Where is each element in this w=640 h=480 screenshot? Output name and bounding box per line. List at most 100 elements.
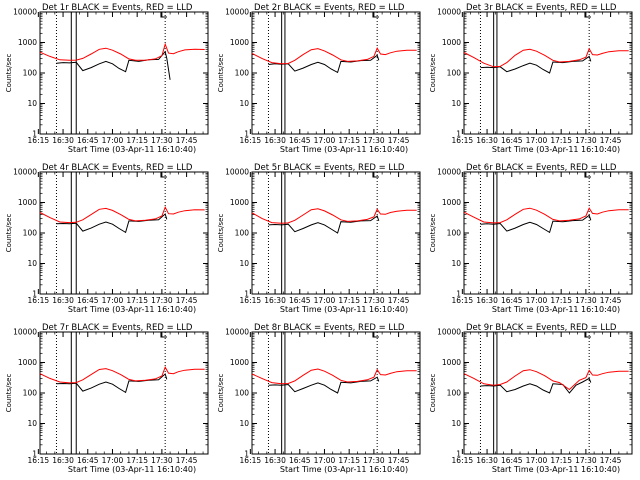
x-tick-label: 17:00	[526, 296, 548, 305]
corner-marker	[584, 12, 591, 18]
x-tick-label: 17:45	[176, 456, 198, 465]
y-tick-label: 1000	[442, 358, 461, 367]
y-axis-label: Counts/sec	[217, 374, 225, 413]
y-tick-label: 1	[32, 130, 37, 139]
y-axis-label: Counts/sec	[217, 214, 225, 253]
x-tick-label: 16:15	[28, 456, 50, 465]
panel-title: Det 2r BLACK = Events, RED = LLD	[254, 3, 405, 13]
panel-6: Det 6r BLACK = Events, RED = LLD 1 10 100 10…	[429, 163, 633, 314]
y-axis-label: Counts/sec	[5, 374, 13, 413]
x-tick-label: 16:45	[501, 456, 523, 465]
corner-marker	[584, 172, 591, 178]
x-tick-label: 17:30	[151, 136, 173, 145]
panel-title: Det 9r BLACK = Events, RED = LLD	[466, 323, 617, 333]
y-tick-label: 10	[27, 99, 37, 108]
y-tick-label: 10000	[437, 8, 461, 17]
y-axis-label: Counts/sec	[5, 54, 13, 93]
x-tick-label: 17:00	[314, 456, 336, 465]
corner-marker	[372, 12, 379, 18]
x-tick-label: 17:30	[363, 456, 385, 465]
x-tick-label: 17:15	[338, 136, 360, 145]
x-tick-label: 17:00	[102, 136, 124, 145]
x-tick-label: 16:30	[264, 136, 286, 145]
y-tick-label: 100	[447, 389, 462, 398]
x-tick-label: 16:15	[452, 296, 474, 305]
y-tick-label: 1000	[230, 198, 249, 207]
x-tick-label: 16:15	[240, 456, 262, 465]
events-series-line	[56, 373, 168, 394]
lld-series-line	[463, 369, 629, 391]
x-tick-label: 17:15	[126, 296, 148, 305]
panel-title: Det 3r BLACK = Events, RED = LLD	[466, 3, 617, 13]
y-axis-label: Counts/sec	[429, 374, 437, 413]
panel-2: Det 2r BLACK = Events, RED = LLD 1 10 100 10…	[217, 3, 421, 154]
lld-series-line	[251, 47, 417, 65]
x-tick-label: 16:15	[452, 136, 474, 145]
panel-5: Det 5r BLACK = Events, RED = LLD 1 10 100 10…	[217, 163, 421, 314]
y-tick-label: 10000	[13, 168, 37, 177]
x-tick-label: 17:45	[388, 456, 410, 465]
panel-4: Det 4r BLACK = Events, RED = LLD 1 10 100 10…	[5, 163, 209, 314]
y-tick-label: 100	[23, 389, 38, 398]
events-series-line	[268, 215, 380, 234]
x-tick-label: 16:15	[240, 296, 262, 305]
x-tick-label: 16:30	[476, 136, 498, 145]
y-tick-label: 1	[244, 290, 249, 299]
y-tick-label: 10	[451, 99, 461, 108]
y-tick-label: 10000	[13, 328, 37, 337]
y-tick-label: 100	[447, 229, 462, 238]
x-tick-label: 17:00	[102, 296, 124, 305]
x-tick-label: 17:30	[575, 456, 597, 465]
x-tick-label: 16:30	[476, 456, 498, 465]
panel-7: Det 7r BLACK = Events, RED = LLD 1 10 100 10…	[5, 323, 209, 474]
x-tick-label: 17:15	[550, 296, 572, 305]
x-axis-label: Start Time (03-Apr-11 16:10:40)	[280, 465, 408, 474]
corner-marker	[160, 12, 167, 18]
x-axis-label: Start Time (03-Apr-11 16:10:40)	[492, 145, 620, 154]
plot-frame	[251, 11, 421, 135]
x-tick-label: 16:15	[240, 136, 262, 145]
y-tick-label: 10	[239, 419, 249, 428]
x-tick-label: 17:15	[338, 456, 360, 465]
corner-marker	[584, 332, 591, 338]
corner-marker	[372, 332, 379, 338]
panel-3: Det 3r BLACK = Events, RED = LLD 1 10 100 10…	[429, 3, 633, 154]
y-tick-label: 100	[235, 229, 250, 238]
x-tick-label: 16:30	[52, 296, 74, 305]
y-tick-label: 10000	[437, 328, 461, 337]
panel-1: Det 1r BLACK = Events, RED = LLD 1 10 100 10…	[5, 3, 209, 154]
events-series-line	[480, 214, 592, 234]
y-tick-label: 100	[23, 229, 38, 238]
x-tick-label: 17:45	[176, 136, 198, 145]
x-tick-label: 17:30	[151, 456, 173, 465]
panel-8: Det 8r BLACK = Events, RED = LLD 1 10 100 10…	[217, 323, 421, 474]
x-axis-label: Start Time (03-Apr-11 16:10:40)	[68, 305, 196, 314]
y-tick-label: 10	[239, 259, 249, 268]
lld-series-line	[463, 207, 629, 224]
x-tick-label: 17:15	[338, 296, 360, 305]
plot-frame	[463, 171, 633, 295]
x-tick-label: 17:15	[550, 456, 572, 465]
y-tick-label: 1	[456, 450, 461, 459]
x-tick-label: 16:45	[501, 136, 523, 145]
panel-title: Det 5r BLACK = Events, RED = LLD	[254, 163, 405, 173]
x-tick-label: 17:45	[600, 136, 622, 145]
y-tick-label: 10000	[13, 8, 37, 17]
y-tick-label: 100	[235, 69, 250, 78]
y-tick-label: 100	[447, 69, 462, 78]
x-tick-label: 17:45	[600, 456, 622, 465]
x-tick-label: 17:15	[126, 456, 148, 465]
panel-9: Det 9r BLACK = Events, RED = LLD 1 10 100 10…	[429, 323, 633, 474]
x-tick-label: 16:45	[289, 296, 311, 305]
y-tick-label: 10	[451, 419, 461, 428]
x-axis-label: Start Time (03-Apr-11 16:10:40)	[280, 145, 408, 154]
y-tick-label: 10000	[225, 328, 249, 337]
lld-series-line	[39, 42, 205, 61]
x-tick-label: 17:00	[526, 136, 548, 145]
x-tick-label: 16:45	[289, 136, 311, 145]
x-tick-label: 16:30	[52, 136, 74, 145]
events-series-line	[56, 50, 171, 80]
corner-marker	[160, 172, 167, 178]
x-tick-label: 17:30	[363, 296, 385, 305]
panel-title: Det 6r BLACK = Events, RED = LLD	[466, 163, 617, 173]
